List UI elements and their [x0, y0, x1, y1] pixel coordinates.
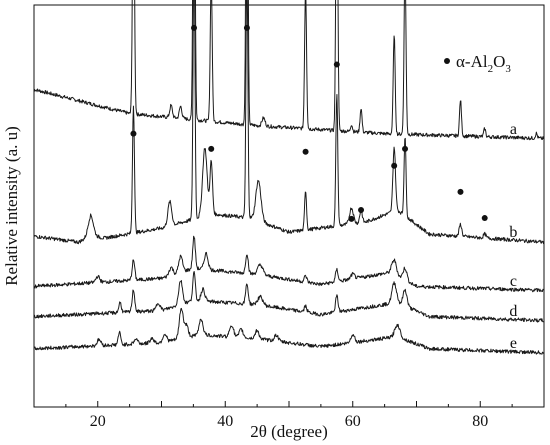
- series-line-b: [33, 0, 545, 245]
- series-line-a: [33, 0, 545, 141]
- x-tick-label: 80: [472, 413, 488, 430]
- x-tick-label: 20: [90, 413, 106, 430]
- x-tick-label: 60: [345, 413, 361, 430]
- peak-marker-alpha-al2o3: [208, 145, 215, 152]
- peak-markers: [130, 24, 488, 222]
- peak-marker-alpha-al2o3: [191, 24, 198, 31]
- x-axis-ticks: 20 40 60 80: [33, 401, 545, 430]
- series-line-d: [33, 270, 545, 323]
- series-label-c: c: [510, 273, 517, 290]
- peak-marker-alpha-al2o3: [481, 215, 488, 222]
- peak-marker-alpha-al2o3: [348, 215, 355, 222]
- legend-marker: [444, 58, 450, 64]
- x-axis-title: 2θ (degree): [250, 422, 328, 441]
- peak-marker-alpha-al2o3: [130, 130, 137, 137]
- legend: α-Al2O3: [444, 52, 511, 75]
- y-axis-title: Relative intensity (a. u): [2, 126, 21, 286]
- peak-marker-alpha-al2o3: [402, 145, 409, 152]
- series-line-c: [33, 235, 545, 293]
- x-tick-label: 40: [217, 413, 233, 430]
- peak-marker-alpha-al2o3: [457, 188, 464, 195]
- series-layer: [33, 0, 545, 355]
- series-label-b: b: [509, 224, 517, 241]
- peak-marker-alpha-al2o3: [243, 24, 250, 31]
- series-label-e: e: [510, 335, 517, 352]
- peak-marker-alpha-al2o3: [333, 61, 340, 68]
- peak-marker-alpha-al2o3: [358, 207, 365, 214]
- series-label-d: d: [509, 303, 517, 320]
- peak-marker-alpha-al2o3: [391, 162, 398, 169]
- series-line-e: [33, 307, 545, 355]
- peak-marker-alpha-al2o3: [302, 148, 309, 155]
- series-label-a: a: [510, 121, 517, 138]
- legend-label: α-Al2O3: [456, 52, 511, 75]
- series-labels: a b cde: [509, 121, 517, 352]
